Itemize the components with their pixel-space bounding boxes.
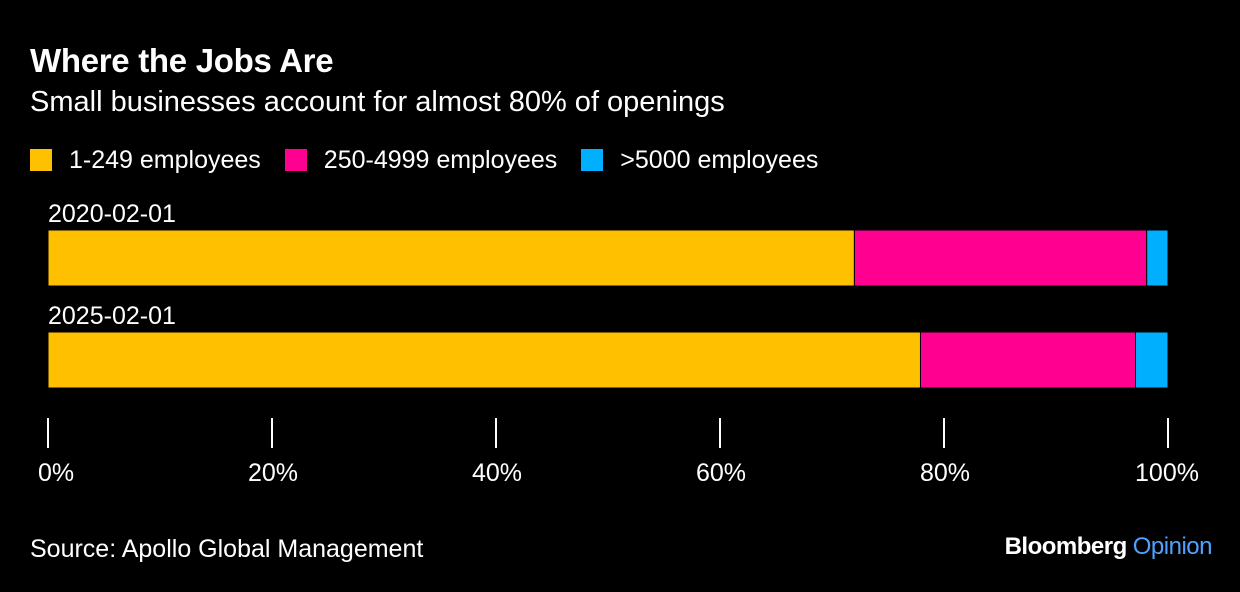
bloomberg-opinion-logo: Bloomberg Opinion xyxy=(1004,533,1213,561)
bar-medium-0 xyxy=(853,229,1148,287)
legend: 1-249 employees 250-4999 employees >5000… xyxy=(30,144,842,176)
legend-label-large: >5000 employees xyxy=(620,145,819,174)
legend-item-medium: 250-4999 employees xyxy=(284,145,558,175)
x-tick-label-1: 20% xyxy=(248,459,298,487)
x-tick-label-3: 60% xyxy=(696,459,746,487)
brand-section: Opinion xyxy=(1132,533,1213,560)
brand-name: Bloomberg xyxy=(1004,533,1128,560)
bar-medium-1 xyxy=(919,331,1137,389)
bar-small-0 xyxy=(47,229,855,287)
x-tick-label-5: 100% xyxy=(1135,459,1199,487)
bar-large-0 xyxy=(1146,229,1169,287)
x-tick-label-2: 40% xyxy=(472,459,522,487)
legend-label-small: 1-249 employees xyxy=(69,145,261,174)
legend-swatch-large xyxy=(581,149,604,171)
bar-large-1 xyxy=(1135,331,1169,389)
legend-label-medium: 250-4999 employees xyxy=(323,145,558,174)
chart-title: Where the Jobs Are xyxy=(30,42,334,79)
legend-swatch-medium xyxy=(284,149,307,171)
legend-item-small: 1-249 employees xyxy=(30,146,261,175)
legend-swatch-small xyxy=(30,149,52,171)
category-label-0: 2020-02-01 xyxy=(48,200,176,228)
bar-small-1 xyxy=(47,331,921,389)
legend-item-large: >5000 employees xyxy=(581,146,818,175)
chart-subtitle: Small businesses account for almost 80% … xyxy=(30,86,725,118)
x-tick-label-4: 80% xyxy=(920,459,970,487)
x-tick-label-0: 0% xyxy=(38,459,74,487)
category-label-1: 2025-02-01 xyxy=(48,302,176,330)
source-note: Source: Apollo Global Management xyxy=(30,535,424,563)
